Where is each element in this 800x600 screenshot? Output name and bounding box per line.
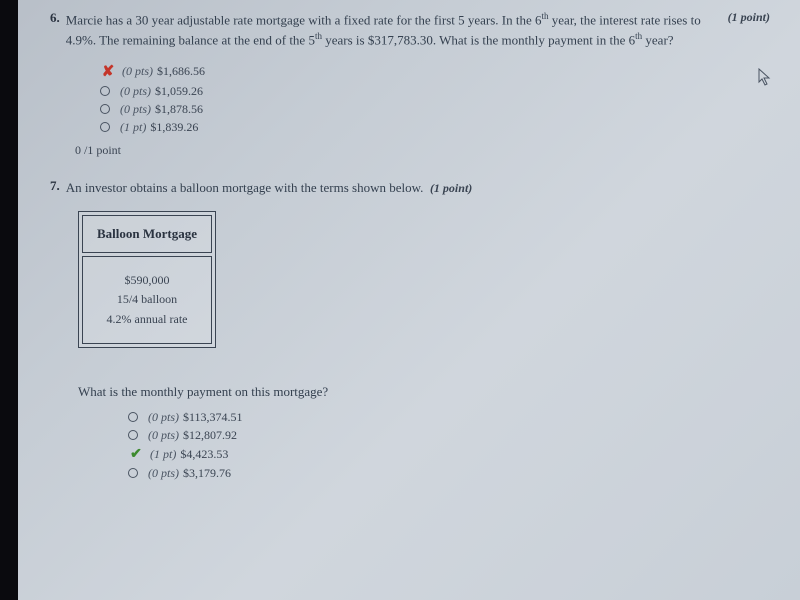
option-7c-val: $4,423.53 [180, 447, 228, 462]
radio-icon [100, 86, 110, 96]
option-b-pts: (0 pts) [120, 84, 151, 99]
balloon-line-1: $590,000 [105, 271, 189, 290]
option-7a-pts: (0 pts) [148, 410, 179, 425]
question-7-number: 7. [50, 178, 60, 194]
question-6-header: 6. Marcie has a 30 year adjustable rate … [50, 10, 770, 50]
cursor-icon [758, 68, 772, 91]
option-c-pts: (0 pts) [120, 102, 151, 117]
question-7-text-content: An investor obtains a balloon mortgage w… [66, 180, 424, 195]
option-d-pts: (1 pt) [120, 120, 146, 135]
question-6-score: 0 /1 point [75, 143, 770, 158]
option-a-val: $1,686.56 [157, 64, 205, 79]
question-7-text: An investor obtains a balloon mortgage w… [66, 178, 770, 198]
balloon-line-2: 15/4 balloon [105, 290, 189, 309]
question-6-points: (1 point) [728, 10, 770, 25]
question-6-number: 6. [50, 10, 60, 26]
balloon-mortgage-box: Balloon Mortgage $590,000 15/4 balloon 4… [78, 211, 216, 348]
option-7c-pts: (1 pt) [150, 447, 176, 462]
option-7b-val: $12,807.92 [183, 428, 237, 443]
question-6-sup2: th [315, 31, 322, 41]
option-7d-val: $3,179.76 [183, 466, 231, 481]
option-7c[interactable]: ✔ (1 pt) $4,423.53 [128, 446, 770, 463]
balloon-title: Balloon Mortgage [82, 215, 212, 253]
question-6-text: Marcie has a 30 year adjustable rate mor… [66, 10, 708, 50]
screen-left-edge [0, 0, 18, 600]
radio-icon [100, 122, 110, 132]
question-7-header: 7. An investor obtains a balloon mortgag… [50, 178, 770, 198]
radio-icon [128, 430, 138, 440]
question-7: 7. An investor obtains a balloon mortgag… [50, 178, 770, 481]
radio-icon [100, 104, 110, 114]
option-c-val: $1,878.56 [155, 102, 203, 117]
option-b[interactable]: (0 pts) $1,059.26 [100, 84, 770, 99]
balloon-line-3: 4.2% annual rate [105, 310, 189, 329]
radio-icon [128, 412, 138, 422]
question-6-text-p3: years is $317,783.30. What is the monthl… [322, 32, 635, 47]
question-6-text-p1: Marcie has a 30 year adjustable rate mor… [66, 12, 542, 27]
radio-icon [128, 468, 138, 478]
question-7-points: (1 point) [430, 181, 472, 195]
option-7b[interactable]: (0 pts) $12,807.92 [128, 428, 770, 443]
correct-icon: ✔ [128, 446, 144, 463]
question-6-text-p4: year? [642, 32, 673, 47]
option-c[interactable]: (0 pts) $1,878.56 [100, 102, 770, 117]
option-7a-val: $113,374.51 [183, 410, 243, 425]
option-d-val: $1,839.26 [150, 120, 198, 135]
question-7-subquestion: What is the monthly payment on this mort… [78, 384, 770, 400]
wrong-icon: ✘ [100, 62, 116, 81]
option-7a[interactable]: (0 pts) $113,374.51 [128, 410, 770, 425]
question-6-options: ✘ (0 pts) $1,686.56 (0 pts) $1,059.26 (0… [100, 62, 770, 135]
question-7-options: (0 pts) $113,374.51 (0 pts) $12,807.92 ✔… [128, 410, 770, 481]
option-a-pts: (0 pts) [122, 64, 153, 79]
option-7d-pts: (0 pts) [148, 466, 179, 481]
question-6-sup1: th [542, 11, 549, 21]
question-6: 6. Marcie has a 30 year adjustable rate … [50, 10, 770, 158]
balloon-body: $590,000 15/4 balloon 4.2% annual rate [82, 256, 212, 344]
option-d[interactable]: (1 pt) $1,839.26 [100, 120, 770, 135]
option-a[interactable]: ✘ (0 pts) $1,686.56 [100, 62, 770, 81]
option-7d[interactable]: (0 pts) $3,179.76 [128, 466, 770, 481]
option-7b-pts: (0 pts) [148, 428, 179, 443]
option-b-val: $1,059.26 [155, 84, 203, 99]
